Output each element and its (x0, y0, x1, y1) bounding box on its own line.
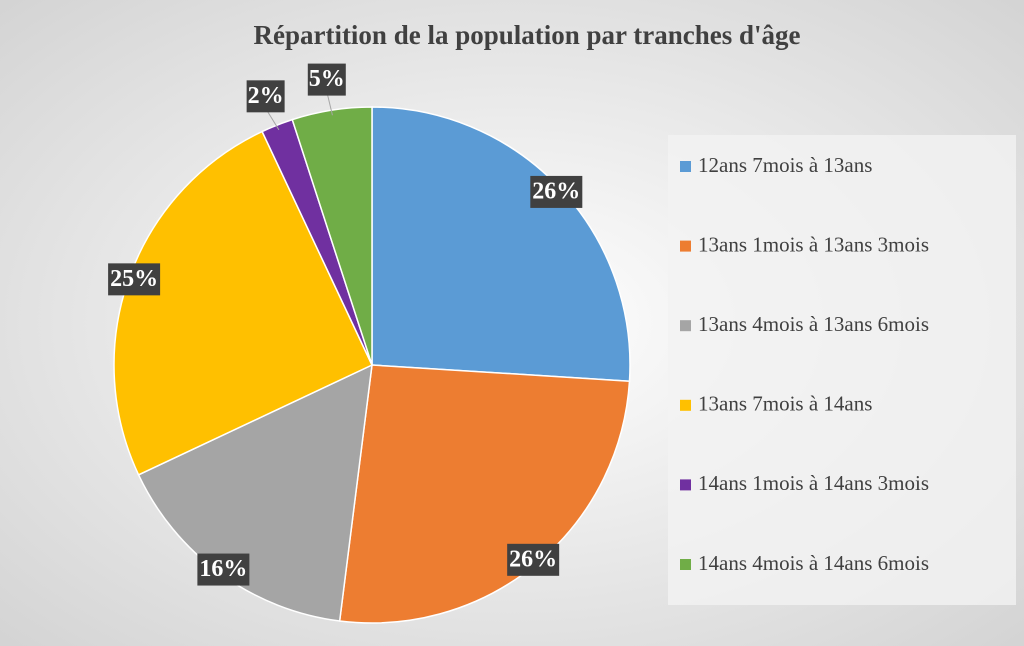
legend-swatch (680, 399, 691, 411)
legend-label: 12ans 7mois à 13ans (698, 153, 872, 177)
legend-label: 14ans 4mois à 14ans 6mois (698, 551, 929, 575)
data-label-box (307, 63, 346, 96)
legend-swatch (680, 161, 691, 172)
data-label-box (530, 175, 583, 208)
data-label: 26% (532, 178, 580, 204)
data-label: 26% (509, 546, 557, 572)
chart-title: Répartition de la population par tranche… (253, 20, 800, 50)
legend-swatch (680, 240, 691, 252)
legend-swatch (680, 479, 691, 491)
legend-label: 13ans 1mois à 13ans 3mois (698, 232, 929, 256)
legend-swatch (680, 559, 691, 570)
data-label: 25% (110, 266, 158, 292)
legend-label: 14ans 1mois à 14ans 3mois (698, 471, 929, 495)
data-label-box (507, 543, 560, 576)
data-label: 5% (309, 66, 345, 92)
data-label: 16% (199, 556, 247, 582)
data-label-box (108, 263, 161, 296)
data-label: 2% (248, 83, 284, 109)
data-label-box (246, 80, 285, 113)
legend-label: 13ans 4mois à 13ans 6mois (698, 312, 929, 336)
legend-box (668, 135, 1016, 605)
legend-swatch (680, 320, 691, 332)
legend-label: 13ans 7mois à 14ans (698, 392, 872, 416)
data-label-box (197, 553, 250, 586)
